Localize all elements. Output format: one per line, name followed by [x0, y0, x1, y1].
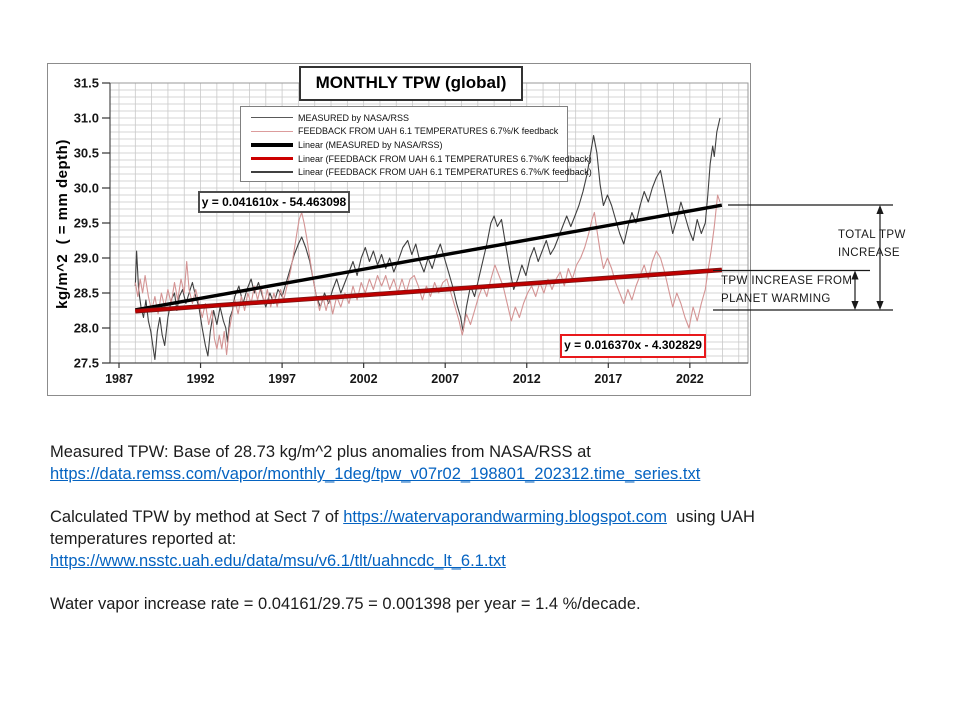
annotation-total-line1: TOTAL TPW: [838, 229, 906, 241]
series-0: [134, 117, 721, 361]
notes-line: https://data.remss.com/vapor/monthly_1de…: [50, 463, 840, 485]
legend-label: Linear (MEASURED by NASA/RSS): [298, 139, 443, 150]
legend-line-swatch: [251, 143, 293, 147]
legend-label: Linear (FEEDBACK FROM UAH 6.1 TEMPERATUR…: [298, 167, 592, 178]
x-tick-label: 2017: [594, 372, 622, 386]
annotation-planet-warming: TPW INCREASE FROM PLANET WARMING: [721, 272, 852, 308]
notes-text: Water vapor increase rate = 0.04161/29.7…: [50, 595, 641, 613]
annotation-arrows: [713, 204, 893, 311]
legend-line-swatch: [251, 156, 293, 161]
notes-link[interactable]: https://data.remss.com/vapor/monthly_1de…: [50, 465, 701, 483]
legend-entry: FEEDBACK FROM UAH 6.1 TEMPERATURES 6.7%/…: [241, 125, 567, 139]
legend-entry: Linear (MEASURED by NASA/RSS): [241, 138, 567, 152]
legend-entry: Linear (FEEDBACK FROM UAH 6.1 TEMPERATUR…: [241, 152, 592, 166]
notes-paragraph: Water vapor increase rate = 0.04161/29.7…: [50, 593, 840, 615]
series-4: [135, 268, 722, 313]
series-1: [134, 194, 721, 356]
y-tick-label: 30.5: [74, 146, 99, 161]
y-tick-label: 31.5: [74, 76, 99, 91]
notes-text: using UAH: [666, 508, 755, 526]
legend-entry: MEASURED by NASA/RSS: [241, 111, 567, 125]
equation-feedback-trend: y = 0.016370x - 4.302829: [560, 334, 706, 358]
notes-text: temperatures reported at:: [50, 530, 237, 548]
x-tick-label: 2022: [676, 372, 704, 386]
x-tick-label: 2007: [431, 372, 459, 386]
notes-line: temperatures reported at:: [50, 528, 840, 550]
notes-line: Calculated TPW by method at Sect 7 of ht…: [50, 506, 840, 528]
equation-measured-trend: y = 0.041610x - 54.463098: [198, 191, 350, 213]
annotation-total-line2: INCREASE: [838, 247, 900, 259]
chart-legend: MEASURED by NASA/RSS FEEDBACK FROM UAH 6.…: [240, 106, 592, 182]
y-tick-label: 29.5: [74, 216, 99, 231]
legend-entry: Linear (FEEDBACK FROM UAH 6.1 TEMPERATUR…: [241, 165, 592, 179]
y-axis-title: kg/m^2 ( = mm depth): [54, 139, 71, 309]
y-tick-label: 30.0: [74, 181, 99, 196]
y-tick-label: 27.5: [74, 356, 99, 371]
notes-line: Measured TPW: Base of 28.73 kg/m^2 plus …: [50, 441, 840, 463]
y-tick-label: 28.0: [74, 321, 99, 336]
chart-title: MONTHLY TPW (global): [299, 66, 523, 101]
series-3: [135, 203, 723, 312]
legend-line-swatch: [251, 117, 293, 119]
x-tick-label: 1987: [105, 372, 133, 386]
y-tick-label: 28.5: [74, 286, 99, 301]
legend-label: FEEDBACK FROM UAH 6.1 TEMPERATURES 6.7%/…: [298, 126, 559, 137]
notes-text: Calculated TPW by method at Sect 7 of: [50, 508, 344, 526]
notes-line: Water vapor increase rate = 0.04161/29.7…: [50, 593, 840, 615]
y-tick-label: 29.0: [74, 251, 99, 266]
annotation-warming-line1: TPW INCREASE FROM: [721, 275, 853, 287]
notes-line: https://www.nsstc.uah.edu/data/msu/v6.1/…: [50, 550, 840, 572]
x-tick-label: 1997: [268, 372, 296, 386]
notes-link[interactable]: https://www.nsstc.uah.edu/data/msu/v6.1/…: [50, 552, 506, 570]
x-tick-label: 1992: [187, 372, 215, 386]
notes-block: Measured TPW: Base of 28.73 kg/m^2 plus …: [50, 441, 840, 636]
notes-link[interactable]: https://watervaporandwarming.blogspot.co…: [343, 508, 667, 526]
y-tick-label: 31.0: [74, 111, 99, 126]
legend-line-swatch: [251, 130, 293, 133]
notes-text: Measured TPW: Base of 28.73 kg/m^2 plus …: [50, 443, 591, 461]
x-tick-label: 2002: [350, 372, 378, 386]
annotation-warming-line2: PLANET WARMING: [721, 293, 831, 305]
annotation-total-tpw-increase: TOTAL TPW INCREASE: [838, 226, 906, 262]
legend-line-swatch: [251, 171, 293, 174]
notes-paragraph: Measured TPW: Base of 28.73 kg/m^2 plus …: [50, 441, 840, 485]
legend-label: MEASURED by NASA/RSS: [298, 112, 410, 123]
legend-label: Linear (FEEDBACK FROM UAH 6.1 TEMPERATUR…: [298, 153, 592, 164]
notes-paragraph: Calculated TPW by method at Sect 7 of ht…: [50, 506, 840, 572]
x-tick-label: 2012: [513, 372, 541, 386]
